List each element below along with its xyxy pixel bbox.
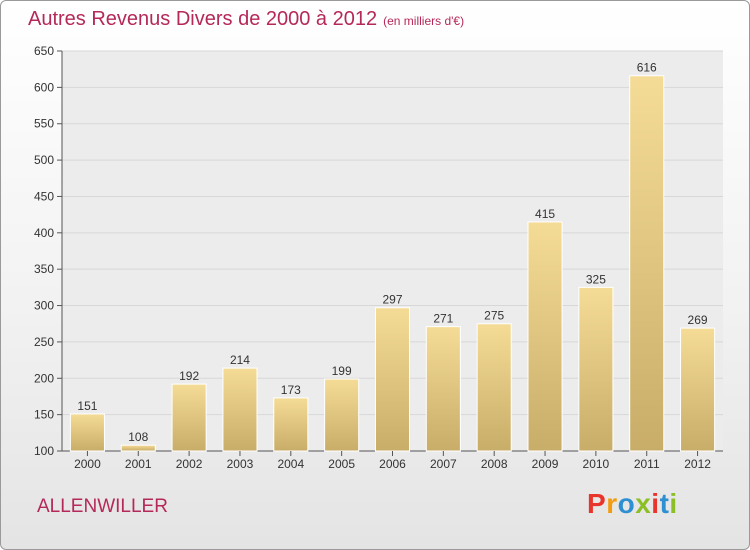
data-label-2006: 297 [382, 293, 402, 307]
chart-title: Autres Revenus Divers de 2000 à 2012 (en … [28, 8, 464, 31]
logo-letter: r [606, 488, 618, 519]
logo-letter: t [659, 488, 670, 519]
x-tick-label-2012: 2012 [684, 457, 711, 471]
x-tick-label-2009: 2009 [532, 457, 559, 471]
y-tick-label: 550 [34, 117, 54, 131]
x-tick-label-2000: 2000 [74, 457, 101, 471]
bar-2011 [629, 75, 665, 452]
logo-letter: i [669, 488, 678, 519]
x-tick-label-2008: 2008 [481, 457, 508, 471]
data-label-2005: 199 [332, 364, 352, 378]
data-label-2003: 214 [230, 353, 250, 367]
bar-2001 [120, 444, 156, 452]
bar-2008 [476, 323, 512, 452]
x-tick-label-2002: 2002 [176, 457, 203, 471]
logo-letter: o [617, 488, 636, 519]
bar-2002 [171, 383, 207, 452]
data-label-2007: 271 [433, 312, 453, 326]
data-label-2009: 415 [535, 207, 555, 221]
commune-name: ALLENWILLER [37, 496, 168, 517]
proxiti-logo: Proxiti [587, 488, 678, 520]
y-tick-label: 200 [34, 371, 54, 385]
data-label-2008: 275 [484, 309, 504, 323]
x-tick-label-2005: 2005 [328, 457, 355, 471]
data-label-2001: 108 [128, 430, 148, 444]
y-tick-label: 350 [34, 262, 54, 276]
bar-2000 [69, 413, 105, 452]
bar-2009 [527, 221, 563, 452]
data-label-2010: 325 [586, 272, 606, 286]
y-tick-label: 100 [34, 444, 54, 458]
y-tick-label: 600 [34, 80, 54, 94]
chart-subtitle: (en milliers d'€) [383, 14, 465, 28]
bar-2012 [680, 327, 716, 452]
x-tick-label-2001: 2001 [125, 457, 152, 471]
y-tick-label: 300 [34, 299, 54, 313]
data-label-2000: 151 [77, 399, 97, 413]
x-tick-label-2010: 2010 [583, 457, 610, 471]
y-tick-label: 400 [34, 226, 54, 240]
x-tick-label-2006: 2006 [379, 457, 406, 471]
y-tick-label: 650 [34, 44, 54, 58]
y-tick-label: 500 [34, 153, 54, 167]
bar-2004 [273, 397, 309, 452]
y-tick-label: 150 [34, 408, 54, 422]
logo-letter: i [651, 488, 660, 519]
chart-title-text: Autres Revenus Divers de 2000 à 2012 [28, 8, 378, 30]
logo-letter: P [587, 488, 607, 519]
data-label-2002: 192 [179, 369, 199, 383]
bar-2010 [578, 286, 614, 452]
x-tick-label-2007: 2007 [430, 457, 457, 471]
x-tick-label-2003: 2003 [227, 457, 254, 471]
bar-2007 [425, 326, 461, 452]
logo-letter: x [635, 488, 652, 519]
x-tick-label-2011: 2011 [634, 457, 660, 471]
bar-2003 [222, 367, 258, 452]
data-label-2004: 173 [281, 383, 301, 397]
x-tick-label-2004: 2004 [277, 457, 304, 471]
bar-2006 [374, 307, 411, 452]
y-tick-label: 450 [34, 189, 54, 203]
data-label-2011: 616 [637, 61, 657, 75]
bar-2005 [324, 378, 360, 452]
y-tick-label: 250 [34, 335, 54, 349]
data-label-2012: 269 [688, 313, 708, 327]
